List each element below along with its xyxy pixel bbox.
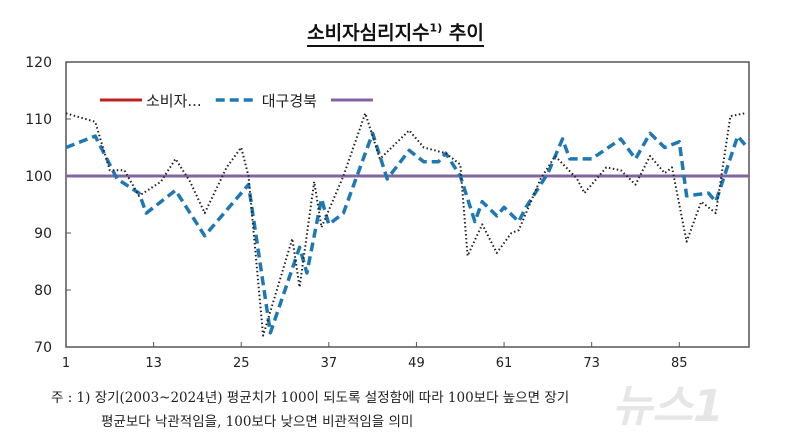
x-tick-label: 85	[671, 356, 688, 371]
y-tick-label: 80	[34, 283, 52, 299]
x-tick-label: 73	[583, 356, 600, 371]
footnote-line-1: 주 : 1) 장기(2003~2024년) 평균치가 100이 되도록 설정함에…	[51, 390, 570, 406]
legend-label: 대구경북	[262, 92, 317, 110]
x-tick-label: 13	[145, 356, 162, 371]
x-tick-label: 61	[496, 356, 513, 371]
x-tick-label: 49	[408, 356, 425, 371]
series-dotted-line	[65, 112, 746, 337]
title-footnote-mark: 1)	[429, 21, 443, 35]
chart-title: 소비자심리지수1) 추이	[0, 18, 791, 47]
footnote-line-2: 평균보다 낙관적임을, 100보다 낮으면 비관적임을 의미	[101, 414, 414, 430]
x-tick-label: 1	[62, 356, 70, 371]
x-tick-label: 37	[321, 356, 338, 371]
y-tick-label: 90	[34, 226, 52, 242]
y-tick-label: 110	[25, 112, 52, 128]
y-tick-label: 120	[25, 55, 52, 71]
title-suffix: 추이	[442, 22, 484, 44]
series-daegu-gyeongbuk-line	[65, 131, 747, 335]
title-text: 소비자심리지수	[307, 22, 430, 44]
y-tick-label: 100	[25, 169, 52, 185]
watermark-logo: 뉴스1	[612, 381, 724, 432]
x-tick-label: 25	[233, 356, 250, 371]
y-tick-label: 70	[34, 340, 52, 356]
plot-frame	[65, 61, 750, 348]
legend-label: 소비자...	[146, 92, 202, 110]
